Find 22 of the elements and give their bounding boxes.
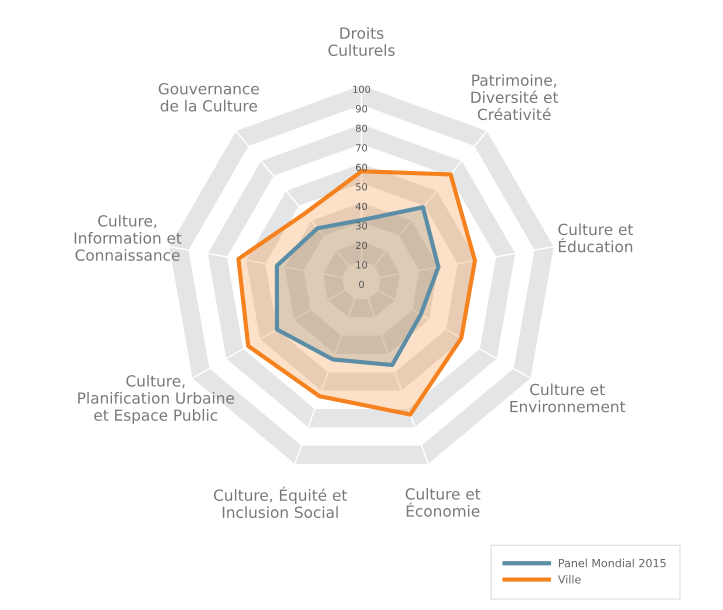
- spoke-label: Patrimoine, Diversité et Créativité: [471, 74, 558, 120]
- y-tick-label: 50: [356, 183, 368, 191]
- y-tick-label: 90: [356, 105, 368, 112]
- legend-label: Panel Mondial 2015: [558, 558, 666, 568]
- spoke-label: Culture et Éducation: [558, 223, 634, 252]
- legend-label: Ville: [558, 574, 581, 584]
- spoke-label: Culture et Économie: [406, 488, 480, 517]
- y-tick-label: 100: [353, 86, 370, 93]
- spoke-label: Culture et Environnement: [510, 383, 626, 412]
- spoke-label: Gouvernance de la Culture: [158, 82, 259, 112]
- y-tick-label: 80: [356, 124, 368, 132]
- spoke-label: Droits Culturels: [328, 27, 395, 56]
- y-tick-label: 0: [359, 280, 364, 288]
- y-tick-label: 10: [356, 261, 368, 269]
- y-tick-label: 20: [356, 242, 368, 250]
- y-tick-label: 60: [356, 164, 368, 172]
- spoke-label: Culture, Planification Urbaine et Espace Public: [78, 374, 234, 424]
- y-tick-label: 40: [356, 202, 368, 210]
- y-tick-label: 30: [356, 222, 368, 230]
- spoke-label: Culture, Équité et Inclusion Social: [214, 486, 347, 518]
- spoke-label: Culture, Information et Connaissance: [74, 214, 182, 261]
- y-tick-label: 70: [356, 144, 368, 152]
